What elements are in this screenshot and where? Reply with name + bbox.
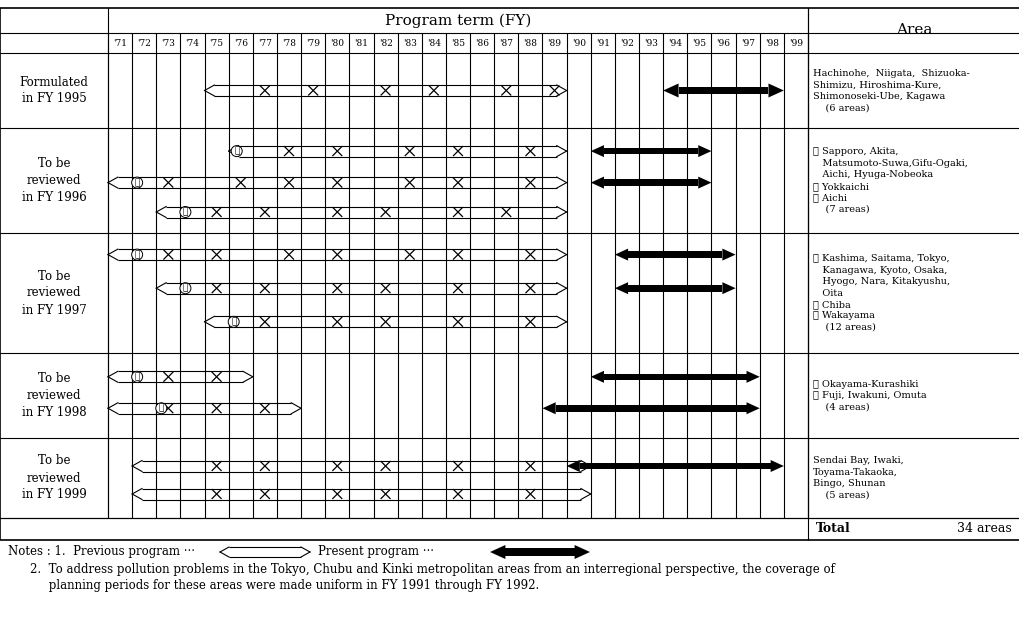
Text: Notes : 1.  Previous program ···: Notes : 1. Previous program ··· [8, 545, 195, 558]
Text: '93: '93 [644, 38, 657, 48]
Text: '85: '85 [450, 38, 465, 48]
Text: ①: ① [135, 250, 140, 259]
Text: ① Kashima, Saitama, Tokyo,
   Kanagawa, Kyoto, Osaka,
   Hyogo, Nara, Kitakyushu: ① Kashima, Saitama, Tokyo, Kanagawa, Kyo… [812, 254, 949, 332]
Text: ①: ① [135, 372, 140, 381]
Text: '73: '73 [161, 38, 175, 48]
Text: '88: '88 [523, 38, 537, 48]
Circle shape [179, 207, 191, 218]
Text: '72: '72 [138, 38, 151, 48]
Text: '91: '91 [595, 38, 609, 48]
Text: 34 areas: 34 areas [956, 523, 1011, 536]
Text: ②: ② [158, 404, 164, 413]
Text: '79: '79 [306, 38, 320, 48]
Text: '92: '92 [620, 38, 633, 48]
Polygon shape [662, 83, 678, 97]
Text: Total: Total [815, 523, 850, 536]
Text: '71: '71 [113, 38, 127, 48]
Text: '83: '83 [403, 38, 416, 48]
Circle shape [131, 177, 143, 188]
Circle shape [156, 403, 167, 414]
Polygon shape [504, 548, 574, 556]
Polygon shape [628, 285, 721, 291]
Text: Hachinohe,  Niigata,  Shizuoka-
Shimizu, Hiroshima-Kure,
Shimonoseki-Ube, Kagawa: Hachinohe, Niigata, Shizuoka- Shimizu, H… [812, 69, 969, 112]
Polygon shape [721, 282, 735, 294]
Polygon shape [721, 249, 735, 260]
Text: '86: '86 [475, 38, 489, 48]
Text: Sendai Bay, Iwaki,
Toyama-Takaoka,
Bingo, Shunan
    (5 areas): Sendai Bay, Iwaki, Toyama-Takaoka, Bingo… [812, 457, 903, 500]
Text: ②: ② [135, 178, 140, 187]
Text: '74: '74 [185, 38, 200, 48]
Text: Present program ···: Present program ··· [318, 545, 433, 558]
Text: '95: '95 [692, 38, 706, 48]
Text: ①: ① [233, 147, 239, 155]
Text: '87: '87 [498, 38, 513, 48]
Text: '80: '80 [330, 38, 344, 48]
Polygon shape [614, 249, 628, 260]
Text: '78: '78 [282, 38, 296, 48]
Text: ① Sapporo, Akita,
   Matsumoto-Suwa,Gifu-Ogaki,
   Aichi, Hyuga-Nobeoka
② Yokkai: ① Sapporo, Akita, Matsumoto-Suwa,Gifu-Og… [812, 147, 967, 213]
Polygon shape [542, 402, 555, 414]
Polygon shape [770, 460, 783, 472]
Text: '94: '94 [667, 38, 682, 48]
Text: '98: '98 [764, 38, 779, 48]
Text: '76: '76 [233, 38, 248, 48]
Polygon shape [574, 545, 589, 559]
Polygon shape [590, 145, 603, 157]
Polygon shape [603, 148, 698, 154]
Text: '77: '77 [258, 38, 272, 48]
Text: '81: '81 [354, 38, 368, 48]
Text: planning periods for these areas were made uniform in FY 1991 through FY 1992.: planning periods for these areas were ma… [30, 579, 539, 592]
Text: ① Okayama-Kurashiki
② Fuji, Iwakuni, Omuta
    (4 areas): ① Okayama-Kurashiki ② Fuji, Iwakuni, Omu… [812, 379, 925, 412]
Text: To be
reviewed
in FY 1997: To be reviewed in FY 1997 [21, 270, 87, 317]
Text: '99: '99 [788, 38, 802, 48]
Circle shape [131, 371, 143, 383]
Text: To be
reviewed
in FY 1996: To be reviewed in FY 1996 [21, 157, 87, 204]
Polygon shape [678, 86, 767, 94]
Text: Formulated
in FY 1995: Formulated in FY 1995 [19, 75, 89, 106]
Polygon shape [767, 83, 783, 97]
Polygon shape [746, 402, 759, 414]
Polygon shape [603, 373, 746, 380]
Circle shape [131, 249, 143, 260]
Text: '96: '96 [715, 38, 730, 48]
Text: ②: ② [182, 284, 187, 292]
Circle shape [179, 283, 191, 294]
Text: '75: '75 [209, 38, 223, 48]
Text: To be
reviewed
in FY 1998: To be reviewed in FY 1998 [21, 372, 87, 419]
Text: 2.  To address pollution problems in the Tokyo, Chubu and Kinki metropolitan are: 2. To address pollution problems in the … [30, 563, 835, 576]
Text: To be
reviewed
in FY 1999: To be reviewed in FY 1999 [21, 455, 87, 502]
Text: '97: '97 [740, 38, 754, 48]
Polygon shape [746, 371, 759, 383]
Polygon shape [603, 180, 698, 186]
Polygon shape [590, 371, 603, 383]
Text: Area: Area [895, 23, 931, 38]
Polygon shape [579, 463, 770, 470]
Polygon shape [628, 251, 721, 258]
Polygon shape [555, 405, 746, 412]
Polygon shape [567, 460, 579, 472]
Text: '89: '89 [547, 38, 561, 48]
Polygon shape [698, 176, 710, 189]
Text: Program term (FY): Program term (FY) [384, 14, 531, 28]
Polygon shape [489, 545, 504, 559]
Text: ③: ③ [182, 207, 187, 217]
Polygon shape [590, 176, 603, 189]
Polygon shape [614, 282, 628, 294]
Text: ③: ③ [230, 317, 236, 326]
Text: '82: '82 [378, 38, 392, 48]
Polygon shape [698, 145, 710, 157]
Text: '90: '90 [571, 38, 585, 48]
Text: '84: '84 [426, 38, 440, 48]
Circle shape [228, 317, 238, 327]
Circle shape [231, 146, 242, 157]
